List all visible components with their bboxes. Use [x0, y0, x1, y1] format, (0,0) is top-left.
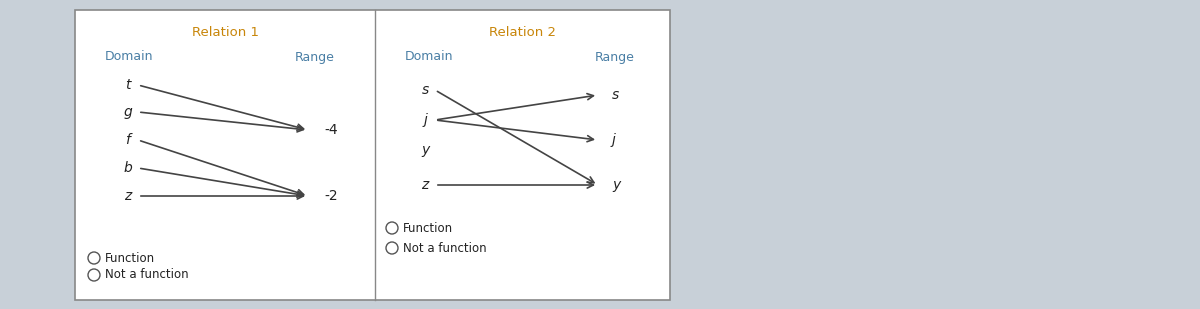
- Text: Range: Range: [595, 50, 635, 64]
- Text: s: s: [612, 88, 619, 102]
- Text: Relation 1: Relation 1: [192, 26, 258, 39]
- Text: Domain: Domain: [106, 50, 154, 64]
- Text: y: y: [421, 143, 430, 157]
- Text: t: t: [125, 78, 131, 92]
- Text: Domain: Domain: [406, 50, 454, 64]
- Circle shape: [386, 242, 398, 254]
- Bar: [74, 10, 670, 300]
- Text: s: s: [421, 83, 428, 97]
- Text: f: f: [126, 133, 131, 147]
- Text: z: z: [421, 178, 428, 192]
- Text: Function: Function: [106, 252, 155, 265]
- Circle shape: [386, 222, 398, 234]
- Text: Function: Function: [403, 222, 454, 235]
- Text: Not a function: Not a function: [403, 242, 487, 255]
- Text: -2: -2: [324, 189, 337, 203]
- Text: z: z: [125, 189, 132, 203]
- Text: -4: -4: [324, 123, 337, 137]
- Text: Range: Range: [295, 50, 335, 64]
- Text: Relation 2: Relation 2: [490, 26, 556, 39]
- Text: b: b: [124, 161, 132, 175]
- Circle shape: [88, 269, 100, 281]
- Text: j: j: [424, 113, 427, 127]
- Circle shape: [88, 252, 100, 264]
- Text: y: y: [612, 178, 620, 192]
- Text: g: g: [124, 105, 132, 119]
- Text: Not a function: Not a function: [106, 269, 188, 281]
- Text: j: j: [612, 133, 616, 147]
